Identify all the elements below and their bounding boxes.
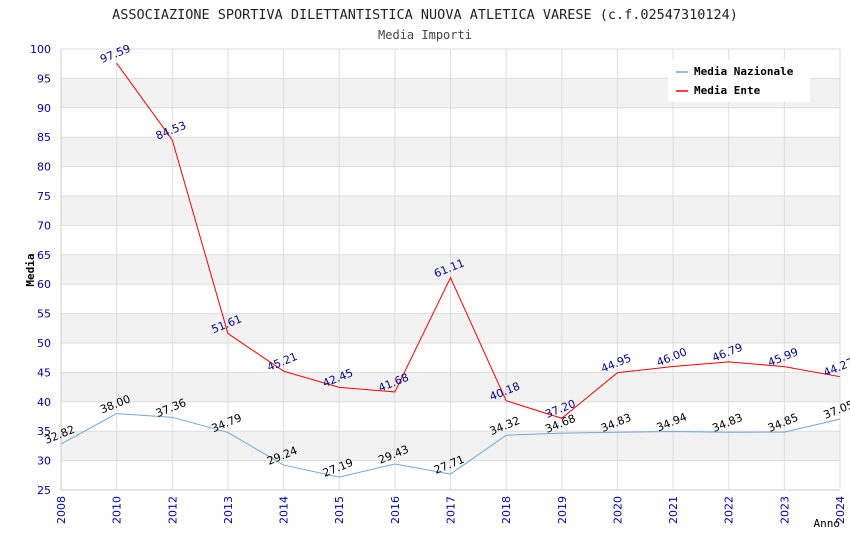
x-tick-label: 2017 [445,496,458,524]
legend-label-media-nazionale: Media Nazionale [694,65,794,78]
x-tick-label: 2024 [834,496,847,524]
x-tick-label: 2015 [333,496,346,524]
x-tick-label: 2014 [278,496,291,524]
y-tick-label: 35 [37,425,51,438]
y-tick-label: 80 [37,161,51,174]
data-label-media-nazionale: 34.94 [655,410,689,434]
y-tick-label: 85 [37,131,51,144]
y-tick-label: 95 [37,72,51,85]
legend-label-media-ente: Media Ente [694,84,761,97]
x-tick-label: 2016 [389,496,402,524]
y-tick-label: 90 [37,102,51,115]
y-tick-label: 40 [37,396,51,409]
x-tick-label: 2021 [667,496,680,524]
x-tick-label: 2019 [556,496,569,524]
x-tick-label: 2013 [222,496,235,524]
data-label-media-ente: 45.99 [766,345,800,369]
x-tick-label: 2008 [55,496,68,524]
x-axis-label: Anno [814,517,841,530]
series-lines [60,62,841,478]
x-tick-label: 2022 [723,496,736,524]
y-tick-labels: 25 30 35 40 45 50 55 60 65 70 75 80 85 90 95 100 [30,43,51,497]
y-tick-label: 30 [37,455,51,468]
y-tick-label: 50 [37,337,51,350]
series-line-media-nazionale [60,413,841,478]
x-tick-labels: 2008 2010 2012 2013 2014 2015 2016 2017 2018 2019… [55,496,847,524]
legend: Media Nazionale Media Ente [668,60,810,102]
legend-box [668,60,810,102]
y-tick-label: 45 [37,366,51,379]
y-tick-label: 65 [37,249,51,262]
chart-title: ASSOCIAZIONE SPORTIVA DILETTANTISTICA NU… [112,7,738,23]
y-tick-label: 70 [37,219,51,232]
y-tick-label: 100 [30,43,51,56]
x-tick-label: 2010 [111,496,124,524]
y-axis-label: Media [24,253,37,286]
x-tick-label: 2018 [500,496,513,524]
y-tick-label: 60 [37,278,51,291]
y-tick-label: 75 [37,190,51,203]
axes [60,49,840,491]
series-line-media-ente [116,62,841,419]
x-tick-label: 2020 [611,496,624,524]
y-tick-label: 25 [37,484,51,497]
data-label-media-ente: 46.79 [710,341,744,365]
x-tick-label: 2023 [778,496,791,524]
x-tick-label: 2012 [166,496,179,524]
chart-subtitle: Media Importi [378,28,472,42]
y-tick-label: 55 [37,308,51,321]
data-label-media-ente: 97.59 [98,42,132,66]
